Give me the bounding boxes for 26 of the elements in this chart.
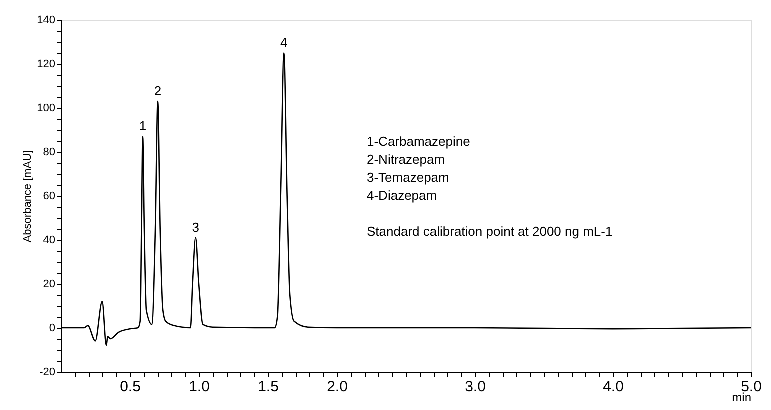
annotation: 2-Nitrazepam xyxy=(367,152,446,167)
y-tick-label: 40 xyxy=(43,234,56,246)
x-axis-title: min xyxy=(732,390,752,404)
annotation: 3-Temazepam xyxy=(367,170,450,185)
annotation: 1 xyxy=(139,118,147,134)
annotation: 1-Carbamazepine xyxy=(367,134,470,149)
y-tick-label: -20 xyxy=(40,366,56,378)
x-tick-label: 0.5 xyxy=(120,378,141,396)
y-tick-label: 20 xyxy=(43,278,56,290)
y-tick-label: 120 xyxy=(37,58,56,70)
annotation: 4 xyxy=(280,35,288,50)
y-tick-label: 60 xyxy=(43,190,56,202)
y-tick-label: 100 xyxy=(37,102,56,114)
y-tick-label: 140 xyxy=(37,14,56,26)
x-tick-label: 1.0 xyxy=(189,378,210,396)
x-tick-label: 4.0 xyxy=(603,378,624,396)
y-tick-label: 0 xyxy=(49,322,56,334)
annotation: 3 xyxy=(192,220,200,235)
x-tick-label: 2.0 xyxy=(327,378,348,396)
x-tick-label: 3.0 xyxy=(465,378,486,396)
x-tick-label: 1.5 xyxy=(258,378,279,396)
annotation: 4-Diazepam xyxy=(367,188,438,203)
y-tick-label: 80 xyxy=(43,146,56,158)
y-axis-title: Absorbance [mAU] xyxy=(22,150,34,243)
annotation: 2 xyxy=(154,83,162,98)
annotation: Standard calibration point at 2000 ng mL-1 xyxy=(367,224,613,239)
